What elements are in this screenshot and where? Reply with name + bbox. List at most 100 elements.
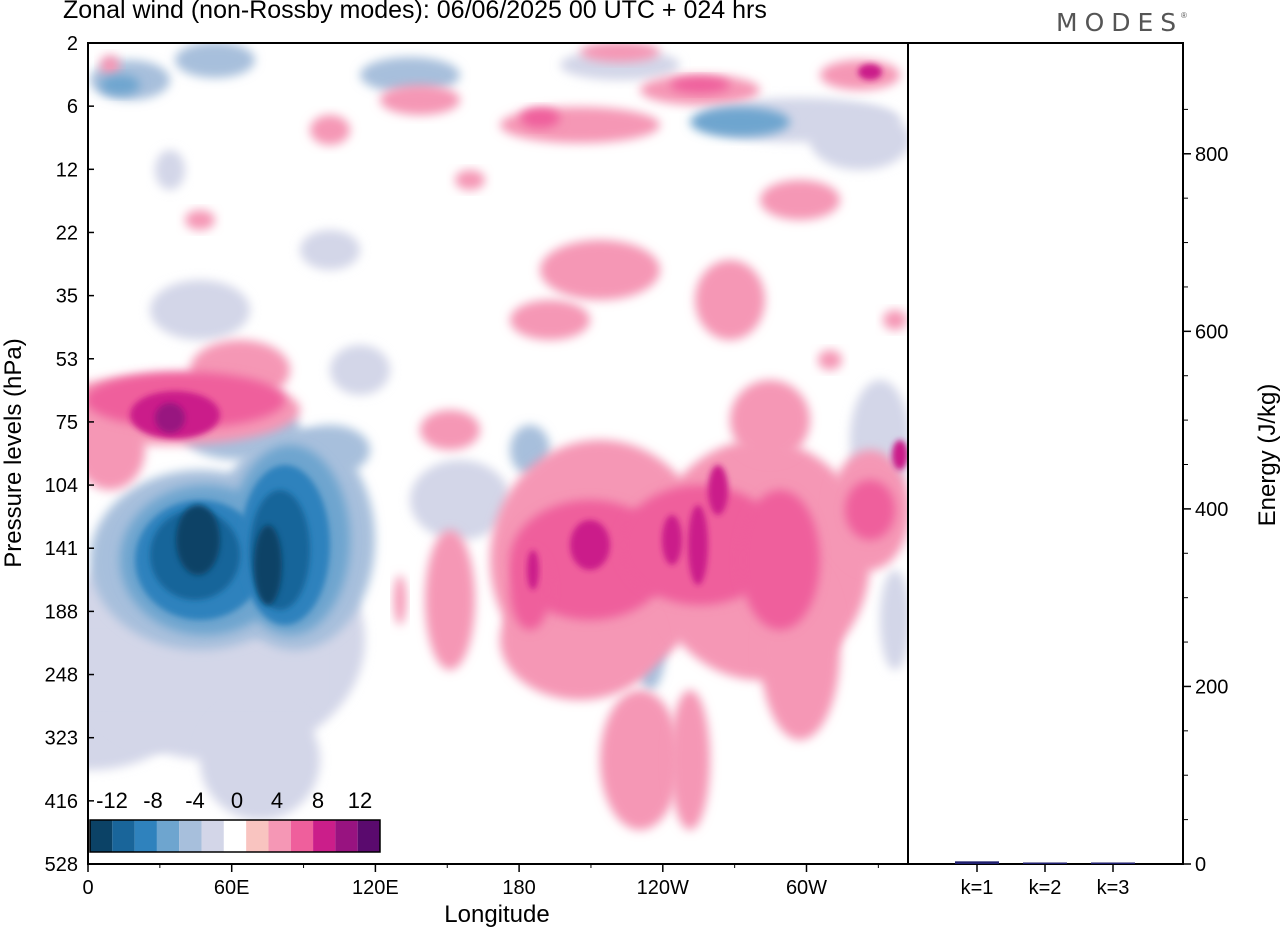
y-tick-label: 188 xyxy=(45,601,78,623)
colorbar-swatch xyxy=(335,820,358,852)
heatmap-cell xyxy=(520,108,560,128)
heatmap-cell xyxy=(670,77,730,93)
heatmap-cell xyxy=(730,380,810,460)
y-tick-label: 53 xyxy=(56,349,78,371)
x-tick-label: 60E xyxy=(214,877,250,899)
heatmap-cell xyxy=(510,300,590,340)
heatmap-cell xyxy=(688,505,708,585)
x-tick-label: 120E xyxy=(352,877,399,899)
colorbar-label: -12 xyxy=(96,788,128,813)
heatmap-cell xyxy=(155,150,185,190)
y-tick-label: 12 xyxy=(56,159,78,181)
colorbar-label: -4 xyxy=(185,788,205,813)
brand-registered-mark: ® xyxy=(1181,11,1187,20)
heatmap-cell xyxy=(176,505,220,575)
heatmap-cell xyxy=(570,520,610,570)
y-tick-label: 528 xyxy=(45,854,78,876)
y-tick-label: 141 xyxy=(45,538,78,560)
colorbar-label: 0 xyxy=(231,788,243,813)
heatmap-cell xyxy=(410,460,510,540)
colorbar-swatch xyxy=(156,820,180,852)
x-tick-label: 180 xyxy=(502,877,535,899)
heatmap-cell xyxy=(330,345,390,395)
colorbar-swatch xyxy=(290,820,314,852)
energy-panel-frame xyxy=(907,42,1184,865)
colorbar-label: 12 xyxy=(348,788,372,813)
energy-category-label: k=2 xyxy=(1029,877,1062,899)
heatmap-cell xyxy=(310,115,350,145)
colorbar-swatch xyxy=(179,820,202,852)
heatmap-cell xyxy=(150,280,250,340)
heatmap-cell xyxy=(155,403,185,433)
energy-bar xyxy=(955,861,999,864)
heatmap-cell xyxy=(690,107,790,137)
x-axis-title: Longitude xyxy=(444,901,549,928)
colorbar-label: 4 xyxy=(271,788,283,813)
heatmap-cell xyxy=(455,170,485,190)
energy-tick-label: 800 xyxy=(1195,144,1228,166)
colorbar-swatch xyxy=(90,820,113,852)
chart-title: Zonal wind (non-Rossby modes): 06/06/202… xyxy=(63,0,767,24)
y-tick-label: 323 xyxy=(45,728,78,750)
energy-category-label: k=1 xyxy=(961,877,994,899)
colorbar-label: -8 xyxy=(143,788,163,813)
x-tick-label: 60W xyxy=(786,877,827,899)
heatmap-cell xyxy=(88,410,145,490)
heatmap-cell xyxy=(380,85,460,115)
heatmap-cell xyxy=(300,230,360,270)
colorbar: -12 -8 -4 0 4 8 12 xyxy=(89,788,381,853)
y-tick-label: 35 xyxy=(56,286,78,308)
heatmap-cell xyxy=(892,440,908,470)
energy-tick-label: 400 xyxy=(1195,499,1228,521)
heatmap-cell xyxy=(88,640,318,700)
colorbar-label: 8 xyxy=(312,788,324,813)
energy-category-label: k=3 xyxy=(1097,877,1130,899)
x-tick-label: 0 xyxy=(82,877,93,899)
heatmap-cell xyxy=(708,465,728,515)
colorbar-swatch xyxy=(112,820,135,852)
heatmap-cell xyxy=(394,575,406,625)
energy-bar xyxy=(1023,862,1067,864)
heatmap-cell xyxy=(425,530,475,670)
heatmap-cell xyxy=(420,410,480,450)
colorbar-swatch xyxy=(134,820,157,852)
heatmap-cell xyxy=(662,515,682,565)
heatmap-cell xyxy=(200,700,320,820)
colorbar-swatch xyxy=(313,820,336,852)
colorbar-frame xyxy=(89,819,381,853)
heatmap-cell xyxy=(580,43,660,62)
heatmap-cell xyxy=(540,240,660,300)
heatmap-cell xyxy=(845,480,895,540)
heatmap-cell xyxy=(670,690,710,830)
heatmap-cell xyxy=(185,210,215,230)
colorbar-swatch xyxy=(357,820,380,852)
brand-logo: MODES xyxy=(1056,8,1184,37)
heatmap-cell xyxy=(883,310,907,330)
energy-tick-label: 600 xyxy=(1195,321,1228,343)
colorbar-swatch xyxy=(246,820,269,852)
heatmap-cell xyxy=(360,57,460,93)
heatmap-layer xyxy=(88,43,908,830)
x-tick-label: 120W xyxy=(637,877,689,899)
heatmap-cell xyxy=(760,180,840,220)
y-tick-label: 416 xyxy=(45,791,78,813)
heatmap-cell xyxy=(254,525,282,605)
heatmap-cell xyxy=(175,43,255,78)
heatmap-cell xyxy=(810,110,908,170)
y-axis-title: Pressure levels (hPa) xyxy=(0,338,27,567)
y-tick-label: 248 xyxy=(45,665,78,687)
y-tick-label: 6 xyxy=(67,96,78,118)
energy-bars: 0 200 400 600 800 Energy (J/kg) k=1 k=2 k=3 xyxy=(955,108,1280,899)
y-tick-label: 104 xyxy=(45,475,78,497)
energy-bar xyxy=(1091,862,1135,864)
y-tick-label: 75 xyxy=(56,412,78,434)
heatmap-cell xyxy=(527,550,539,590)
heatmap-cell xyxy=(100,55,120,75)
heatmap-cell xyxy=(695,260,765,340)
colorbar-swatch xyxy=(201,820,224,852)
heatmap-cell xyxy=(600,690,680,830)
heatmap-cell xyxy=(858,64,882,80)
energy-tick-label: 200 xyxy=(1195,676,1228,698)
